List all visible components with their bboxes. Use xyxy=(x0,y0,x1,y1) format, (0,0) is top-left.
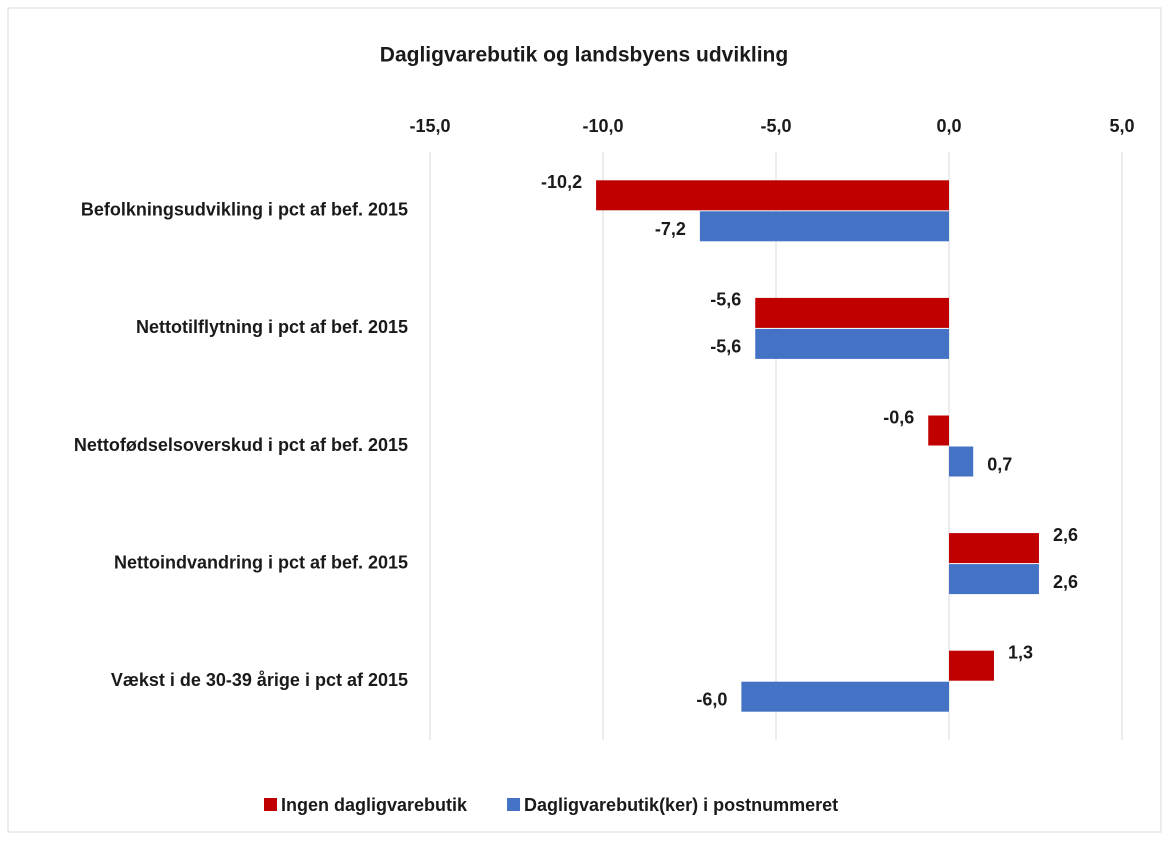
y-tick-label: Nettoindvandring i pct af bef. 2015 xyxy=(114,552,408,572)
value-label: 1,3 xyxy=(1008,642,1033,662)
y-tick-label: Nettofødselsoverskud i pct af bef. 2015 xyxy=(74,435,408,455)
value-label: -0,6 xyxy=(883,407,914,427)
value-label: -6,0 xyxy=(696,689,727,709)
value-label: 2,6 xyxy=(1053,572,1078,592)
bar xyxy=(928,415,949,446)
bar xyxy=(755,297,949,328)
value-label: -5,6 xyxy=(710,337,741,357)
bar xyxy=(949,564,1039,595)
bar xyxy=(699,211,949,242)
bar xyxy=(949,650,994,681)
value-label: -7,2 xyxy=(655,219,686,239)
value-label: 0,7 xyxy=(987,454,1012,474)
bar xyxy=(741,681,949,712)
x-tick-label: -5,0 xyxy=(760,116,791,136)
value-label: -5,6 xyxy=(710,290,741,310)
legend-swatch xyxy=(264,798,277,811)
value-label: -10,2 xyxy=(541,172,582,192)
legend-label: Ingen dagligvarebutik xyxy=(281,795,468,815)
x-tick-label: -10,0 xyxy=(582,116,623,136)
value-label: 2,6 xyxy=(1053,525,1078,545)
y-tick-label: Befolkningsudvikling i pct af bef. 2015 xyxy=(81,200,408,220)
x-tick-label: -15,0 xyxy=(409,116,450,136)
x-tick-label: 5,0 xyxy=(1109,116,1134,136)
chart-title: Dagligvarebutik og landsbyens udvikling xyxy=(380,44,788,67)
bar xyxy=(949,446,974,477)
y-tick-label: Nettotilflytning i pct af bef. 2015 xyxy=(136,317,408,337)
bar xyxy=(755,328,949,359)
legend-label: Dagligvarebutik(ker) i postnummeret xyxy=(524,795,838,815)
y-tick-label: Vækst i de 30-39 årige i pct af 2015 xyxy=(111,670,408,690)
legend-swatch xyxy=(507,798,521,811)
bar xyxy=(596,180,949,211)
bar xyxy=(949,533,1039,564)
chart-border xyxy=(7,7,1162,833)
x-tick-label: 0,0 xyxy=(936,116,961,136)
